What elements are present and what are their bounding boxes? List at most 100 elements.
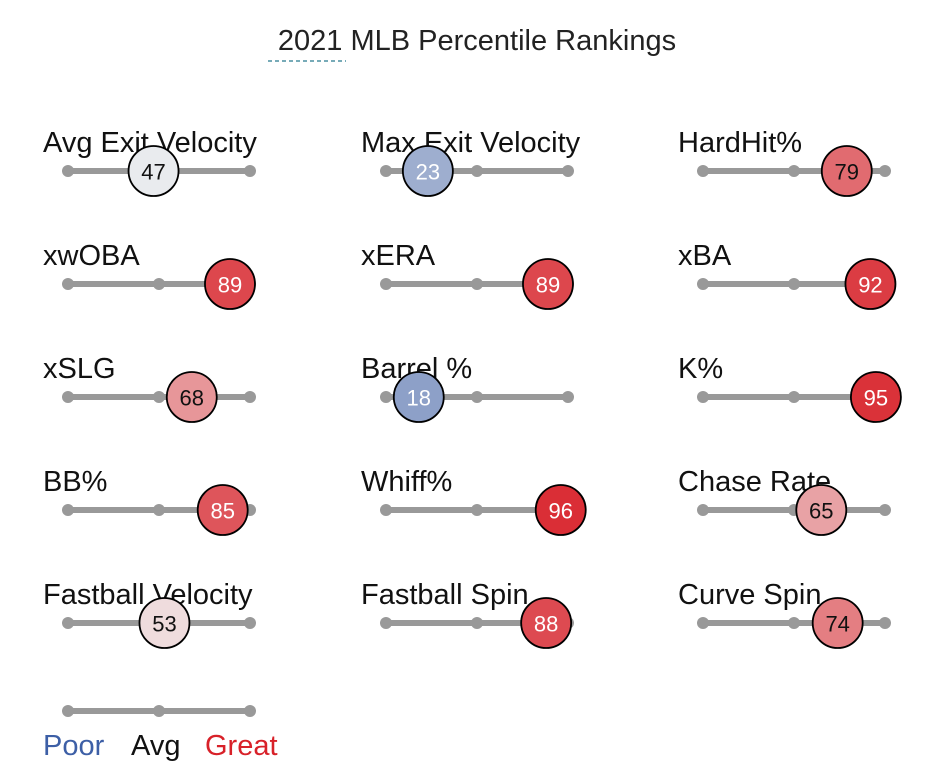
metric-xslg-track-dot-high bbox=[244, 391, 256, 403]
metric-max-exit-velocity-label: Max Exit Velocity bbox=[361, 127, 581, 159]
metric-xba-value: 92 bbox=[858, 273, 882, 298]
metric-whiff: Whiff% 96 bbox=[361, 466, 587, 536]
metric-xslg-label: xSLG bbox=[43, 353, 116, 385]
metric-max-exit-velocity-track-dot-high bbox=[562, 165, 574, 177]
metric-max-exit-velocity-badge bbox=[401, 145, 454, 197]
metric-xba: xBA 92 bbox=[678, 240, 897, 310]
metric-xwoba-label: xwOBA bbox=[43, 240, 140, 272]
metric-xslg-track-dot-mid bbox=[153, 391, 165, 403]
legend-track-dot-mid bbox=[153, 705, 165, 717]
legend-great-label: Great bbox=[205, 730, 278, 762]
metric-barrel: Barrel %18 bbox=[361, 353, 574, 423]
metric-xera-track-dot-low bbox=[380, 278, 392, 290]
metric-curve-spin-track-dot-mid bbox=[788, 617, 800, 629]
metric-xslg-track-dot-low bbox=[62, 391, 74, 403]
metric-k: K% 95 bbox=[678, 353, 902, 423]
metric-whiff-track-dot-low bbox=[380, 504, 392, 516]
metric-xba-badge bbox=[844, 258, 897, 310]
metric-k-badge bbox=[850, 371, 902, 423]
metric-hardhit-label: HardHit% bbox=[678, 127, 802, 159]
metric-fastball-velocity-track-dot-low bbox=[62, 617, 74, 629]
metric-k-label: K% bbox=[678, 353, 723, 385]
metric-xwoba-track-dot-mid bbox=[153, 278, 165, 290]
metric-hardhit-track-dot-high bbox=[879, 165, 891, 177]
metric-barrel-badge bbox=[392, 371, 445, 423]
metric-curve-spin-value: 74 bbox=[825, 612, 849, 637]
chart-title: 2021 MLB Percentile Rankings bbox=[278, 25, 676, 57]
legend-avg-label: Avg bbox=[131, 730, 180, 762]
metric-curve-spin-track-dot-high bbox=[879, 617, 891, 629]
metric-whiff-badge bbox=[534, 484, 587, 536]
metric-xera-value: 89 bbox=[536, 273, 560, 298]
metric-avg-exit-velocity-badge bbox=[127, 145, 180, 197]
metric-bb-label: BB% bbox=[43, 466, 107, 498]
metric-avg-exit-velocity-track-dot-low bbox=[62, 165, 74, 177]
metric-xwoba: xwOBA 89 bbox=[43, 240, 256, 310]
legend-track-dot-low bbox=[62, 705, 74, 717]
metric-bb-track-dot-low bbox=[62, 504, 74, 516]
metric-chase-rate-track-dot-high bbox=[879, 504, 891, 516]
legend-track-dot-high bbox=[244, 705, 256, 717]
metric-bb-badge bbox=[196, 484, 249, 536]
metric-chase-rate-value: 65 bbox=[809, 499, 833, 524]
metric-curve-spin-badge bbox=[811, 597, 864, 649]
metric-whiff-track-dot-mid bbox=[471, 504, 483, 516]
metric-bb-value: 85 bbox=[210, 499, 234, 524]
metric-barrel-track-dot-high bbox=[562, 391, 574, 403]
metric-avg-exit-velocity-track-dot-high bbox=[244, 165, 256, 177]
metric-hardhit-track-dot-mid bbox=[788, 165, 800, 177]
metric-whiff-value: 96 bbox=[548, 499, 572, 524]
metric-barrel-track-dot-low bbox=[380, 391, 392, 403]
metric-k-value: 95 bbox=[864, 386, 888, 411]
metric-max-exit-velocity-track-dot-mid bbox=[471, 165, 483, 177]
metric-barrel-track-dot-mid bbox=[471, 391, 483, 403]
metric-hardhit: HardHit% 79 bbox=[678, 127, 891, 197]
metric-max-exit-velocity-track-dot-low bbox=[380, 165, 392, 177]
metric-xba-track-dot-low bbox=[697, 278, 709, 290]
metric-fastball-spin-track-dot-low bbox=[380, 617, 392, 629]
metric-avg-exit-velocity-value: 47 bbox=[141, 160, 165, 185]
metric-curve-spin-label: Curve Spin bbox=[678, 579, 821, 611]
metric-xslg-value: 68 bbox=[180, 386, 204, 411]
metric-xslg: xSLG 68 bbox=[43, 353, 256, 423]
metric-curve-spin-track-dot-low bbox=[697, 617, 709, 629]
metric-hardhit-badge bbox=[820, 145, 873, 197]
metric-xwoba-track-dot-low bbox=[62, 278, 74, 290]
metric-hardhit-track-dot-low bbox=[697, 165, 709, 177]
metric-xera-label: xERA bbox=[361, 240, 436, 272]
metric-k-track-dot-mid bbox=[788, 391, 800, 403]
metric-chase-rate-badge bbox=[795, 484, 848, 536]
metric-fastball-velocity-badge bbox=[138, 597, 191, 649]
metric-hardhit-value: 79 bbox=[835, 160, 859, 185]
metric-max-exit-velocity-value: 23 bbox=[416, 160, 440, 185]
legend: Poor Avg Great bbox=[43, 705, 278, 762]
metric-k-track-dot-low bbox=[697, 391, 709, 403]
metric-bb-track-dot-mid bbox=[153, 504, 165, 516]
metric-whiff-label: Whiff% bbox=[361, 466, 452, 498]
metric-fastball-spin-track-dot-mid bbox=[471, 617, 483, 629]
metric-fastball-velocity-track-dot-high bbox=[244, 617, 256, 629]
metric-fastball-spin-badge bbox=[520, 597, 573, 649]
metric-barrel-value: 18 bbox=[407, 386, 431, 411]
metric-xwoba-value: 89 bbox=[218, 273, 242, 298]
metric-xwoba-badge bbox=[204, 258, 256, 310]
metric-xba-track-dot-mid bbox=[788, 278, 800, 290]
metric-xera-track-dot-mid bbox=[471, 278, 483, 290]
metric-fastball-spin-label: Fastball Spin bbox=[361, 579, 529, 611]
metric-bb: BB% 85 bbox=[43, 466, 256, 536]
metric-fastball-spin-value: 88 bbox=[534, 612, 558, 637]
legend-poor-label: Poor bbox=[43, 730, 105, 762]
metric-xslg-badge bbox=[165, 371, 218, 423]
metric-xera: xERA 89 bbox=[361, 240, 574, 310]
metric-xba-label: xBA bbox=[678, 240, 732, 272]
metric-xera-badge bbox=[522, 258, 574, 310]
metric-chase-rate-track-dot-low bbox=[697, 504, 709, 516]
metric-fastball-velocity-value: 53 bbox=[152, 612, 176, 637]
